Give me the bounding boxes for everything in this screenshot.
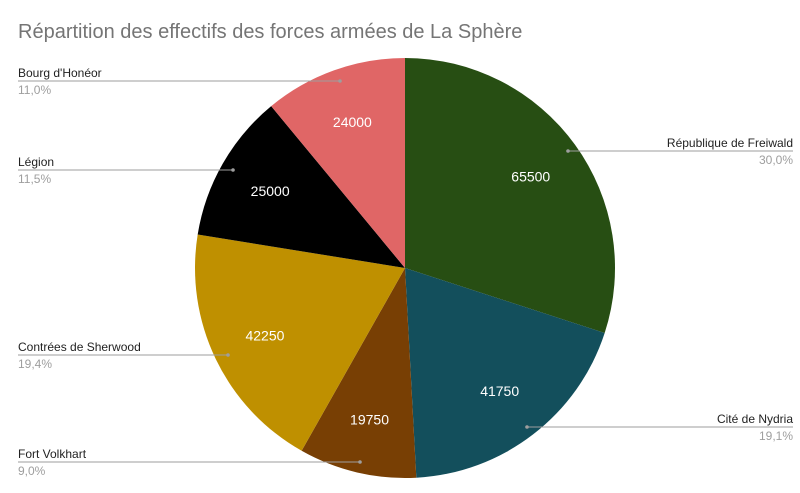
pie-slice[interactable] <box>271 58 405 268</box>
leader-dot <box>226 353 230 357</box>
leader-dot <box>231 168 235 172</box>
leader-dot <box>525 425 529 429</box>
slice-value-label: 41750 <box>480 383 519 399</box>
leader-dot <box>358 460 362 464</box>
slice-name-label: Légion <box>18 155 54 169</box>
pie-slice[interactable] <box>301 268 417 478</box>
leader-dot <box>566 149 570 153</box>
pie-slice[interactable] <box>197 106 405 268</box>
leader-dot <box>338 79 342 83</box>
slice-value-label: 65500 <box>511 169 550 185</box>
chart-title: Répartition des effectifs des forces arm… <box>18 21 522 43</box>
slice-name-label: Contrées de Sherwood <box>18 340 141 354</box>
pie-slice[interactable] <box>194 234 405 451</box>
slice-percent-label: 11,5% <box>18 172 51 186</box>
slice-percent-label: 19,1% <box>759 429 793 443</box>
pie-slice[interactable] <box>405 268 605 478</box>
slice-name-label: Fort Volkhart <box>18 447 87 461</box>
slice-name-label: Cité de Nydria <box>717 412 793 426</box>
slice-value-label: 24000 <box>333 114 372 130</box>
slice-percent-label: 11,0% <box>18 83 51 97</box>
slice-name-label: République de Freiwald <box>667 136 793 150</box>
slice-percent-label: 9,0% <box>18 464 46 478</box>
slice-name-label: Bourg d'Honéor <box>18 66 102 80</box>
slice-value-label: 25000 <box>251 183 290 199</box>
pie-slice[interactable] <box>405 58 616 334</box>
slice-value-label: 42250 <box>245 327 284 343</box>
slice-percent-label: 30,0% <box>759 153 793 167</box>
slice-percent-label: 19,4% <box>18 357 52 371</box>
slice-value-label: 19750 <box>350 411 389 427</box>
